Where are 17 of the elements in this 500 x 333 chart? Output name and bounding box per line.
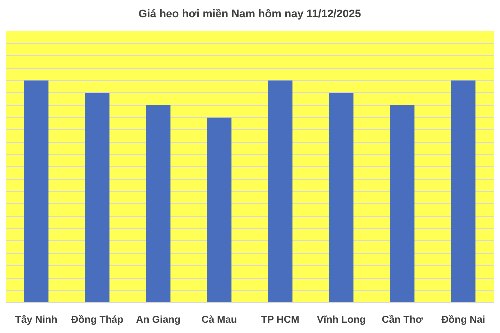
bar xyxy=(390,105,415,302)
bar xyxy=(268,80,293,302)
bar xyxy=(329,93,354,302)
x-tick-label: Đồng Tháp xyxy=(71,314,124,326)
x-tick-label: Cà Mau xyxy=(202,314,238,326)
x-tick-label: An Giang xyxy=(136,314,181,326)
bar xyxy=(85,93,110,302)
chart-title: Giá heo hơi miền Nam hôm nay 11/12/2025 xyxy=(138,8,362,21)
x-tick-label: Vĩnh Long xyxy=(317,314,366,326)
bar xyxy=(24,80,49,302)
x-tick-label: Tây Ninh xyxy=(15,314,58,326)
bar xyxy=(207,118,232,302)
bar xyxy=(451,80,476,302)
x-tick-label: Đồng Nai xyxy=(442,314,486,326)
x-tick-label: Cần Thơ xyxy=(382,314,424,326)
x-tick-label: TP HCM xyxy=(261,314,300,326)
bar xyxy=(146,105,171,302)
